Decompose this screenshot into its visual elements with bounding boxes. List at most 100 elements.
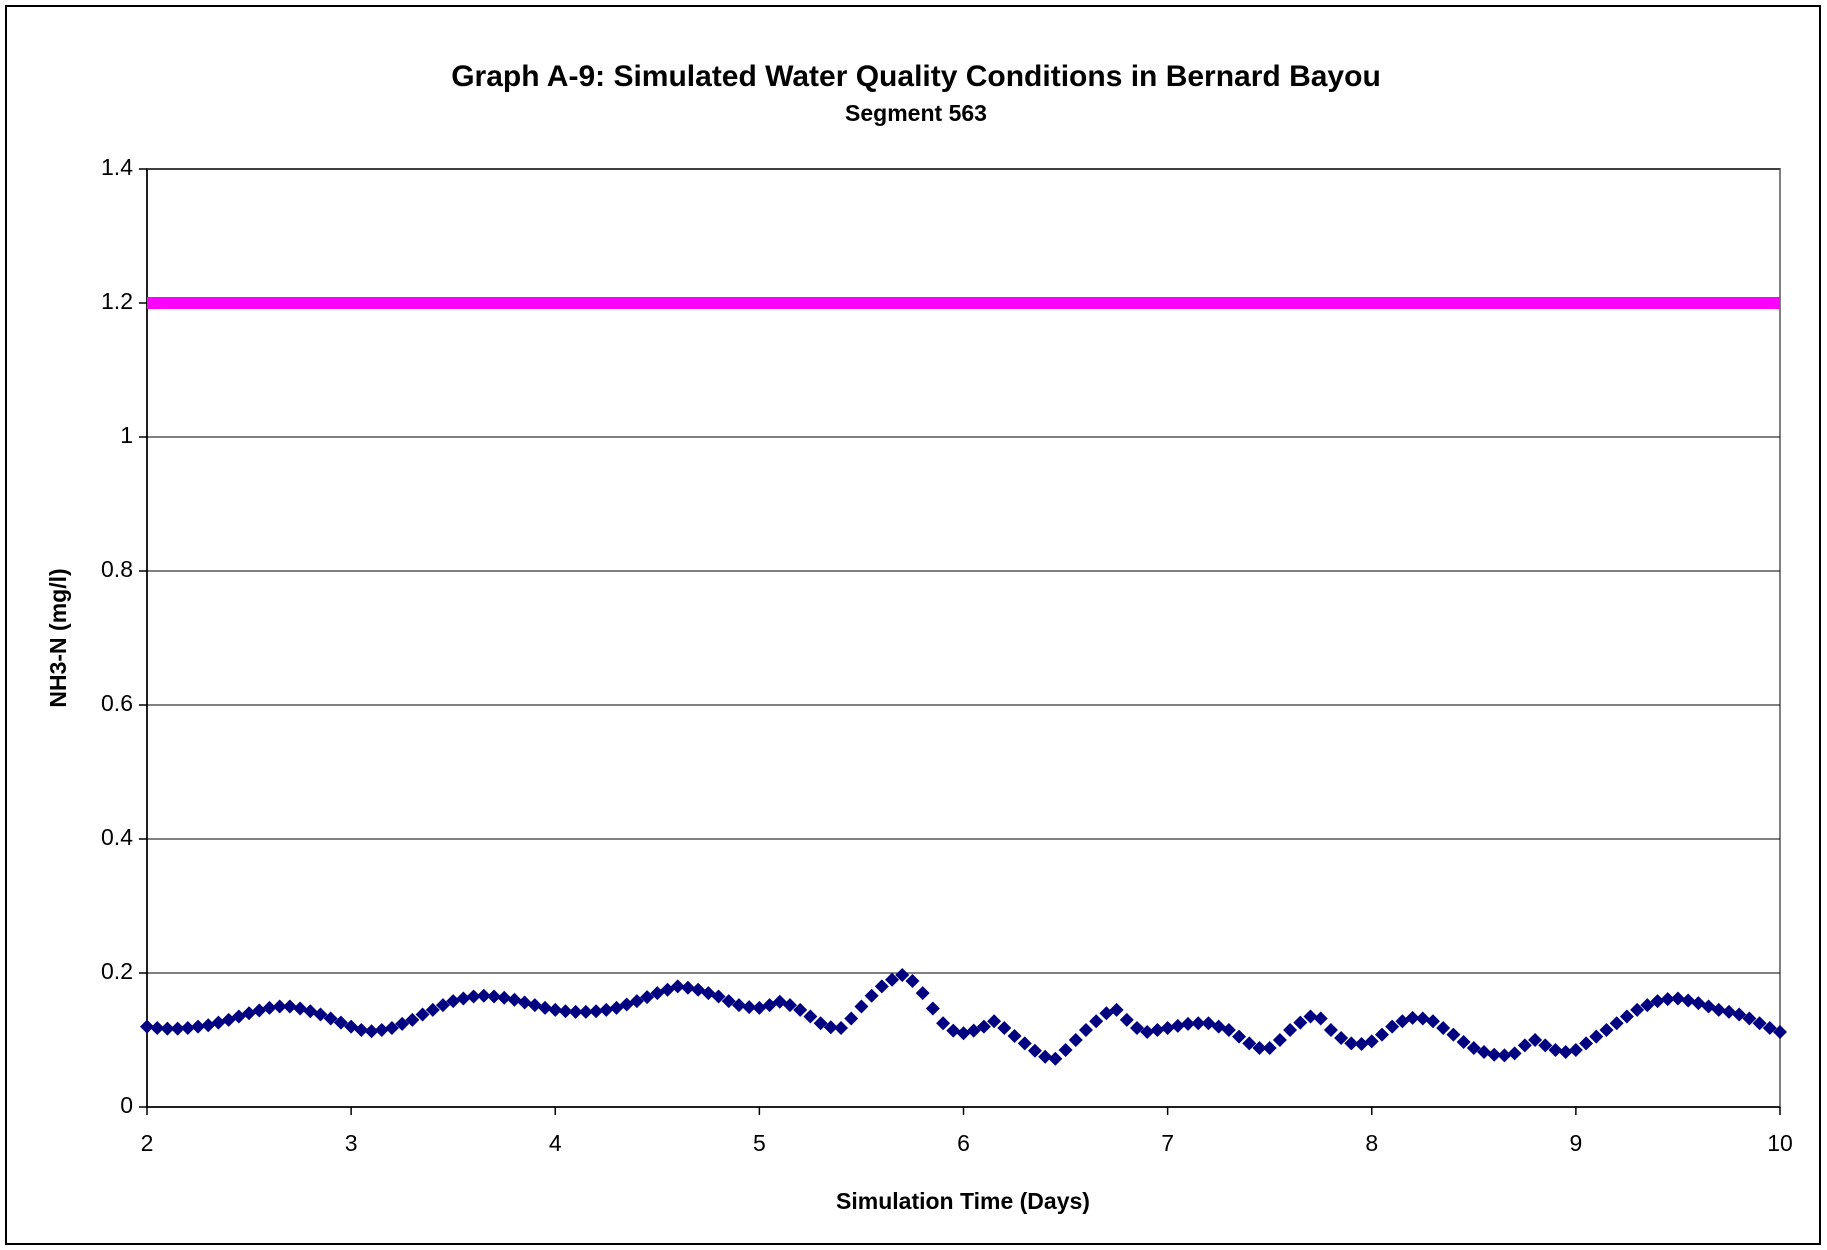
data-point [1109, 1002, 1124, 1017]
x-axis-label: Simulation Time (Days) [836, 1188, 1090, 1214]
data-point [160, 1021, 175, 1036]
data-point [1017, 1036, 1032, 1051]
data-point [1711, 1002, 1726, 1017]
data-point [1732, 1007, 1747, 1022]
data-point [140, 1019, 154, 1034]
data-point [1507, 1046, 1522, 1061]
data-point [874, 979, 889, 994]
data-point [201, 1018, 216, 1033]
data-point [538, 1000, 553, 1015]
data-point [1528, 1033, 1543, 1047]
data-point [1446, 1027, 1461, 1042]
data-point [629, 994, 644, 1009]
data-point [1415, 1011, 1430, 1026]
data-point [466, 989, 481, 1004]
data-point [803, 1009, 818, 1024]
data-point [1150, 1022, 1165, 1037]
data-point [1487, 1047, 1502, 1062]
data-point [1517, 1038, 1532, 1053]
data-point [1548, 1043, 1563, 1058]
data-point [517, 995, 532, 1010]
data-point [364, 1024, 379, 1039]
data-point [1436, 1020, 1451, 1035]
data-point [1191, 1016, 1206, 1031]
data-point [966, 1023, 981, 1038]
data-point [1385, 1019, 1400, 1034]
data-point [1160, 1020, 1175, 1035]
x-tick-label: 6 [957, 1130, 970, 1156]
x-tick-label: 8 [1365, 1130, 1378, 1156]
data-point [1027, 1043, 1042, 1058]
data-point [1140, 1024, 1155, 1039]
data-point [242, 1006, 257, 1021]
data-point [599, 1002, 614, 1017]
data-point [1670, 991, 1685, 1006]
y-tick-label: 0.8 [101, 556, 133, 582]
data-point [1303, 1009, 1318, 1024]
data-point [1619, 1009, 1634, 1024]
plot-area [146, 168, 1781, 1108]
data-point [1048, 1051, 1063, 1066]
y-tick-label: 0.2 [101, 958, 133, 984]
data-point [191, 1019, 206, 1034]
data-point [313, 1007, 328, 1022]
data-point [456, 991, 471, 1006]
data-point [1058, 1043, 1073, 1058]
x-tick-label: 9 [1569, 1130, 1582, 1156]
data-point [476, 988, 491, 1003]
data-point [885, 972, 900, 987]
data-point [987, 1014, 1002, 1029]
y-tick-label: 1.2 [101, 288, 133, 314]
data-point [997, 1020, 1012, 1035]
data-point [1293, 1015, 1308, 1030]
data-point [1283, 1022, 1298, 1037]
data-point [680, 980, 695, 995]
data-point [1272, 1033, 1287, 1047]
data-point [1609, 1016, 1624, 1031]
data-point [211, 1015, 226, 1030]
x-tick-label: 2 [141, 1130, 154, 1156]
data-point [487, 989, 502, 1004]
data-point [150, 1020, 165, 1035]
data-point [813, 1016, 828, 1031]
data-point [1181, 1016, 1196, 1031]
data-point [782, 998, 797, 1013]
y-tick-label: 0 [120, 1092, 133, 1118]
data-point [1466, 1041, 1481, 1056]
data-point [1568, 1043, 1583, 1058]
data-point [844, 1011, 859, 1026]
y-tick-label: 0.6 [101, 690, 133, 716]
data-point [568, 1004, 583, 1019]
data-point [1721, 1004, 1736, 1019]
data-point [1752, 1016, 1767, 1031]
data-point [1130, 1020, 1145, 1035]
data-point [752, 1000, 767, 1015]
data-point [854, 999, 869, 1014]
data-point [1477, 1045, 1492, 1060]
data-point [1650, 994, 1665, 1009]
x-tick-label: 10 [1767, 1130, 1793, 1156]
data-point [1425, 1014, 1440, 1029]
data-point [640, 990, 655, 1005]
data-point [405, 1012, 420, 1027]
data-point [395, 1016, 410, 1031]
data-point [1262, 1041, 1277, 1056]
data-point [1762, 1020, 1777, 1035]
data-point [834, 1020, 849, 1035]
data-point [915, 986, 930, 1001]
data-point [905, 974, 920, 989]
data-point [1579, 1036, 1594, 1051]
data-point [558, 1004, 573, 1019]
x-tick-label: 5 [753, 1130, 766, 1156]
data-point [446, 994, 461, 1009]
data-point [1589, 1029, 1604, 1044]
data-point [527, 998, 542, 1013]
data-point [793, 1002, 808, 1017]
data-point [1660, 992, 1675, 1007]
data-point [1742, 1011, 1757, 1026]
data-point [1313, 1011, 1328, 1026]
data-point [1344, 1036, 1359, 1051]
data-point [1068, 1033, 1083, 1047]
data-point [384, 1020, 399, 1035]
data-point [670, 979, 685, 994]
